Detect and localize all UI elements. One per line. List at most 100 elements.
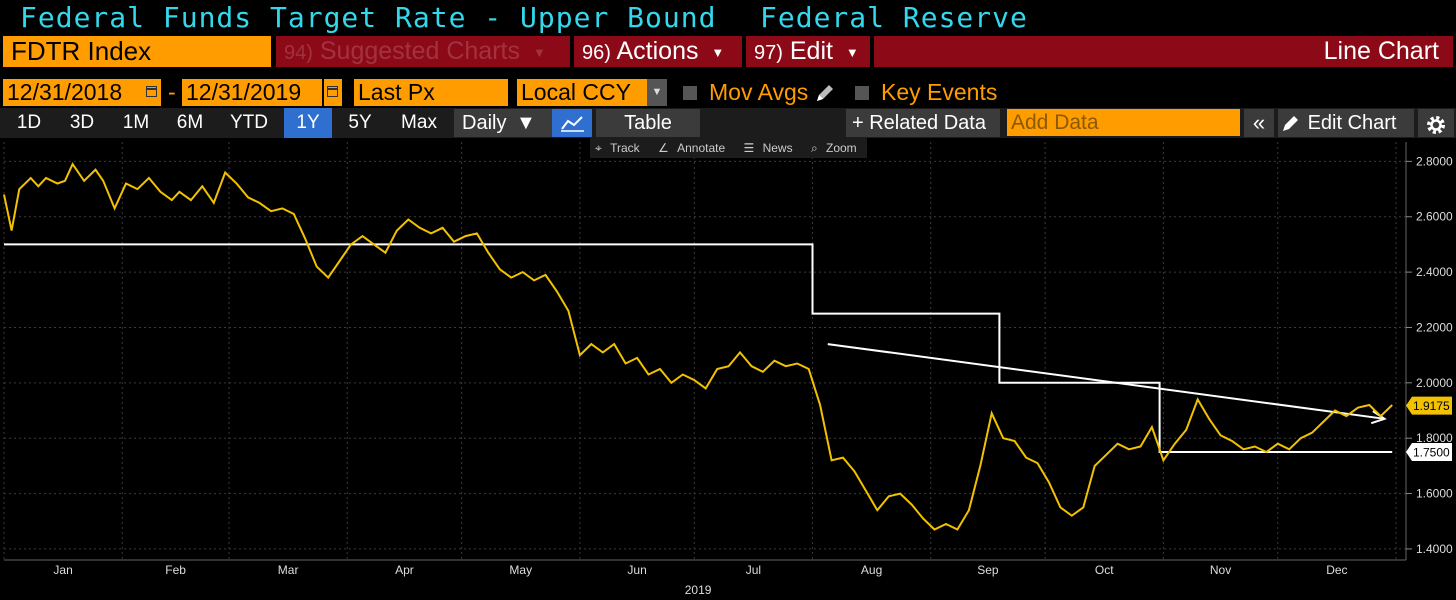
annotate-tool[interactable]: ∠ Annotate [658, 141, 726, 155]
y-tick-label: 2.8000 [1416, 154, 1453, 168]
label-background [1406, 443, 1452, 462]
line-chart-icon[interactable] [552, 109, 592, 137]
chevron-down-icon: ▼ [516, 112, 536, 134]
chevron-down-icon: ▼ [845, 44, 859, 60]
calendar-icon[interactable] [324, 79, 342, 106]
edit-label: Edit [789, 37, 833, 65]
chart-series [3, 162, 1393, 531]
x-tick-label: Oct [1095, 563, 1114, 577]
x-tick-label: Jul [746, 563, 761, 577]
gear-icon[interactable] [1418, 109, 1454, 137]
price-field-select[interactable]: Last Px [354, 79, 508, 106]
security-title: Federal Funds Target Rate - Upper Bound [20, 1, 717, 34]
label-background [1406, 396, 1452, 415]
line-chart[interactable]: Jan Feb Mar Apr May Jun Jul Aug Sep Oct Nov Dec 2019… [0, 138, 1456, 600]
add-data-input[interactable]: Add Data [1007, 109, 1240, 136]
pencil-icon[interactable] [814, 81, 836, 105]
period-1d[interactable]: 1D [16, 112, 42, 133]
news-label: News [762, 141, 793, 155]
track-label: Track [610, 141, 640, 155]
period-1m[interactable]: 1M [122, 112, 150, 133]
yield-line [3, 162, 1393, 531]
end-date-field[interactable]: 12/31/2019 [182, 79, 322, 106]
edit-number: 97) [754, 42, 783, 64]
x-tick-label: Jun [627, 563, 646, 577]
last-value-labels: 1.9175 1.7500 [1406, 396, 1452, 462]
period-max[interactable]: Max [401, 112, 437, 133]
y-tick-label: 1.4000 [1416, 542, 1453, 556]
x-tick-label: Sep [977, 563, 999, 577]
actions-label: Actions [616, 37, 699, 65]
chart-type-label: Line Chart [874, 36, 1453, 67]
calendar-icon[interactable] [143, 79, 161, 106]
x-tick-label: Apr [395, 563, 414, 577]
x-tick-label: Mar [278, 563, 299, 577]
edit-chart-label: Edit Chart [1307, 112, 1397, 134]
collapse-left-icon[interactable]: « [1244, 109, 1274, 137]
zoom-label: Zoom [826, 141, 857, 155]
edit-chart-button[interactable]: Edit Chart [1278, 109, 1414, 137]
y-tick-label: 1.8000 [1416, 431, 1453, 445]
period-5y[interactable]: 5Y [348, 112, 372, 133]
x-tick-label: Jan [53, 563, 72, 577]
chevron-down-icon[interactable]: ▼ [647, 79, 667, 106]
period-bar: 1D 3D 1M 6M YTD 1Y 5Y Max Daily ▼ Table … [0, 108, 1456, 138]
date-separator: - [168, 79, 176, 105]
zoom-tool[interactable]: ⌕ Zoom [810, 141, 857, 155]
data-source: Federal Reserve [760, 1, 1028, 34]
period-3d[interactable]: 3D [69, 112, 95, 133]
annotate-label: Annotate [677, 141, 726, 155]
start-date-field[interactable]: 12/31/2018 [3, 79, 143, 106]
actions-menu[interactable]: 96) Actions ▼ [574, 36, 742, 67]
y-tick-label: 2.6000 [1416, 210, 1453, 224]
last-value-label-yield: 1.9175 [1406, 396, 1452, 415]
news-tool[interactable]: ☰ News [743, 141, 793, 155]
suggested-charts-label: Suggested Charts [319, 37, 520, 65]
y-axis: 2.8000 2.6000 2.4000 2.2000 2.0000 1.8000 1.60… [1405, 142, 1453, 560]
period-ytd[interactable]: YTD [230, 112, 268, 133]
mov-avgs-checkbox[interactable] [683, 86, 697, 100]
key-events-label: Key Events [881, 79, 998, 105]
pencil-icon [1283, 115, 1298, 131]
chevron-down-icon: ▼ [711, 44, 725, 60]
related-data-button[interactable]: + Related Data [846, 109, 1000, 137]
x-tick-label: Feb [165, 563, 186, 577]
frequency-label: Daily [462, 112, 507, 134]
chevron-down-icon: ▼ [532, 44, 546, 60]
x-tick-label: Nov [1210, 563, 1231, 577]
track-tool[interactable]: ⌖ Track [595, 141, 640, 155]
trendline [827, 343, 1385, 420]
y-tick-label: 2.2000 [1416, 320, 1453, 334]
trendline-arrowhead [1370, 410, 1387, 425]
ticker-input[interactable]: FDTR Index [3, 36, 271, 67]
edit-menu[interactable]: 97) Edit ▼ [746, 36, 870, 67]
date-range-bar: 12/31/2018 - 12/31/2019 Last Px Local CC… [0, 77, 1456, 109]
suggested-charts-number: 94) [284, 42, 313, 64]
action-bar: FDTR Index 94) Suggested Charts ▼ 96) Ac… [0, 34, 1456, 70]
label-text: 1.9175 [1413, 399, 1450, 413]
key-events-checkbox[interactable] [855, 86, 869, 100]
x-tick-label: May [509, 563, 532, 577]
title-bar: Federal Funds Target Rate - Upper Bound … [0, 0, 1456, 34]
mov-avgs-label: Mov Avgs [709, 79, 809, 105]
y-tick-label: 2.0000 [1416, 376, 1453, 390]
label-text: 1.7500 [1413, 446, 1450, 460]
frequency-select[interactable]: Daily ▼ [454, 109, 558, 137]
year-label: 2019 [685, 583, 712, 597]
table-button[interactable]: Table [596, 109, 700, 137]
x-tick-label: Aug [861, 563, 882, 577]
y-tick-label: 2.4000 [1416, 265, 1453, 279]
x-tick-label: Dec [1326, 563, 1347, 577]
period-1y[interactable]: 1Y [284, 108, 332, 138]
currency-select[interactable]: Local CCY [517, 79, 647, 106]
chart-grid [3, 142, 1406, 560]
fdtr-step-line [4, 243, 1393, 453]
suggested-charts-menu[interactable]: 94) Suggested Charts ▼ [276, 36, 570, 67]
chart-type-text: Line Chart [1323, 37, 1439, 65]
y-tick-label: 1.6000 [1416, 487, 1453, 501]
period-6m[interactable]: 6M [176, 112, 204, 133]
x-axis: Jan Feb Mar Apr May Jun Jul Aug Sep Oct Nov Dec 2019 [4, 559, 1406, 597]
last-value-label-fdtr: 1.7500 [1406, 443, 1452, 462]
actions-number: 96) [582, 42, 611, 64]
chart-tools: ⌖ Track ∠ Annotate ☰ News ⌕ Zoom [590, 138, 867, 158]
